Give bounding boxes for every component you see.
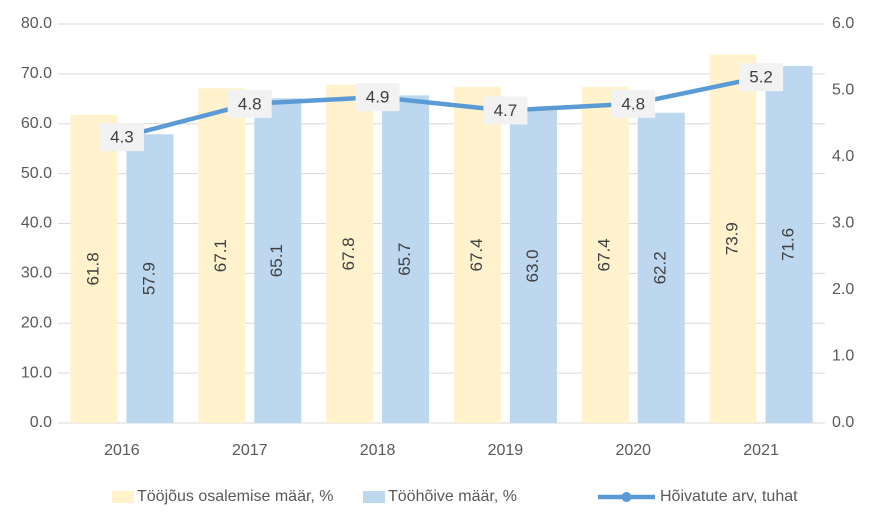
data-label: 67.1 (211, 239, 230, 272)
y2-tick-label: 4.0 (832, 148, 854, 165)
y-tick-label: 10.0 (21, 364, 52, 381)
y2-tick-label: 6.0 (832, 15, 854, 32)
y-tick-label: 0.0 (30, 414, 52, 431)
data-label-box (739, 63, 784, 92)
x-tick-label: 2016 (104, 442, 140, 459)
data-label: 62.2 (651, 251, 670, 284)
x-tick-label: 2017 (232, 442, 268, 459)
data-label: 4.7 (494, 101, 518, 120)
data-label: 4.8 (238, 94, 262, 113)
x-tick-label: 2019 (488, 442, 524, 459)
bar (765, 65, 813, 424)
legend-label: Hõivatute arv, tuhat (660, 488, 798, 505)
y-tick-label: 50.0 (21, 165, 52, 182)
bar (254, 98, 302, 423)
data-label-box (227, 89, 272, 118)
y2-tick-label: 5.0 (832, 82, 854, 99)
y-tick-label: 80.0 (21, 15, 52, 32)
data-label: 4.9 (366, 88, 390, 107)
data-label: 65.1 (267, 244, 286, 277)
x-tick-label: 2018 (360, 442, 396, 459)
bar (198, 88, 246, 424)
data-label-box (483, 96, 528, 125)
data-label: 57.9 (139, 262, 158, 295)
bar (70, 114, 118, 424)
bar (509, 108, 557, 423)
data-label: 71.6 (779, 228, 798, 261)
legend-label: Tööjõus osalemise määr, % (137, 488, 334, 505)
data-label: 67.4 (467, 238, 486, 271)
bar (581, 86, 629, 423)
legend-swatch (112, 491, 134, 503)
y-tick-label: 30.0 (21, 265, 52, 282)
y-tick-label: 40.0 (21, 215, 52, 232)
data-label: 67.4 (595, 238, 614, 271)
data-label: 61.8 (83, 252, 102, 285)
y2-tick-label: 2.0 (832, 281, 854, 298)
legend-swatch (363, 491, 385, 503)
bar (453, 86, 501, 423)
bar (637, 112, 685, 423)
data-label-box (99, 123, 144, 152)
data-label: 4.3 (110, 128, 134, 147)
x-tick-label: 2020 (615, 442, 651, 459)
data-label: 63.0 (523, 249, 542, 282)
data-label: 65.7 (395, 243, 414, 276)
y2-tick-label: 1.0 (832, 348, 854, 365)
x-tick-label: 2021 (743, 442, 779, 459)
bar (126, 134, 174, 423)
data-label: 67.8 (339, 237, 358, 270)
legend-label: Tööhõive määr, % (388, 488, 517, 505)
data-label: 5.2 (749, 68, 773, 87)
y2-tick-label: 3.0 (832, 215, 854, 232)
data-label-box (355, 83, 400, 112)
data-label: 4.8 (621, 94, 645, 113)
data-label-box (611, 89, 656, 118)
legend-marker (621, 492, 632, 502)
y-tick-label: 70.0 (21, 65, 52, 82)
y-tick-label: 20.0 (21, 314, 52, 331)
bar (709, 54, 757, 424)
bar (326, 84, 374, 423)
y2-tick-label: 0.0 (832, 414, 854, 431)
data-label: 73.9 (723, 222, 742, 255)
bar (382, 95, 430, 423)
y-tick-label: 60.0 (21, 115, 52, 132)
